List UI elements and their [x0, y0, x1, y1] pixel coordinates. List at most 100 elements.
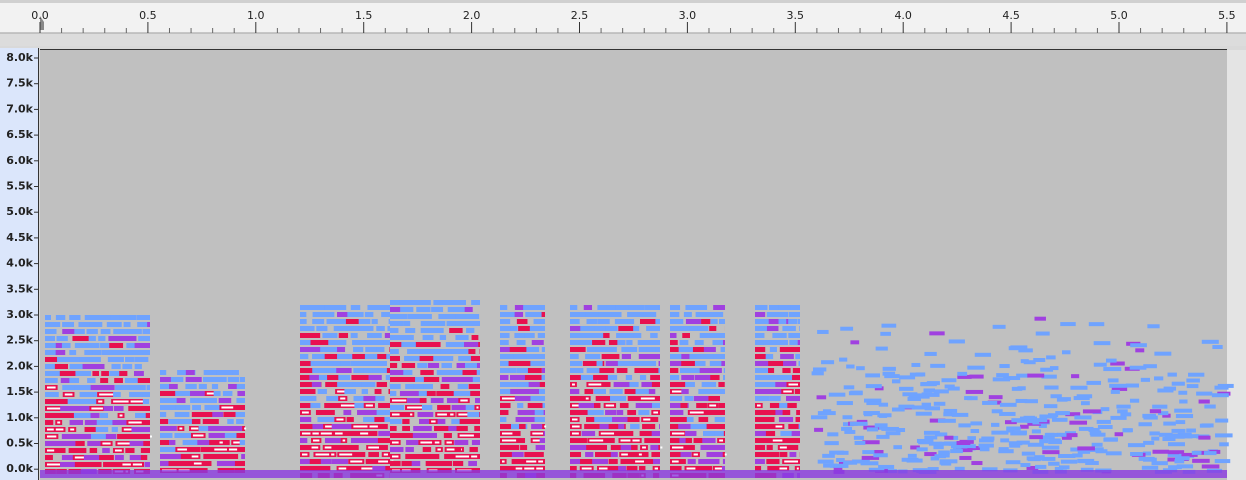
spectrum-blob: [311, 382, 322, 387]
noise-blob: [1044, 385, 1059, 390]
spectrum-blob: [570, 466, 577, 471]
spectrum-blob: [647, 368, 660, 373]
noise-blob: [1040, 435, 1055, 440]
spectrum-blob: [317, 417, 337, 422]
spectrum-blob: [185, 377, 202, 382]
spectrum-peak: [99, 393, 114, 396]
noise-blob: [874, 386, 884, 391]
spectrum-blob: [100, 329, 111, 334]
spectrum-blob: [300, 340, 315, 345]
spectrum-blob: [788, 333, 800, 338]
spectrum-peak: [420, 441, 433, 444]
spectrum-blob: [45, 371, 66, 376]
spectrum-blob: [218, 398, 232, 403]
spectrum-blob: [110, 350, 131, 355]
spectrum-blob: [650, 445, 660, 450]
spectrum-blob: [659, 424, 660, 429]
spectrum-blob: [326, 319, 344, 324]
spectrum-peak: [219, 441, 223, 444]
spectrum-peak: [410, 413, 413, 416]
noise-blob: [1041, 445, 1060, 450]
noise-blob: [860, 461, 879, 466]
spectrum-blob: [362, 361, 381, 366]
spectrum-peak: [572, 383, 575, 386]
spectrum-blob: [778, 305, 798, 310]
noise-blob: [907, 396, 921, 401]
spectrum-blob: [98, 336, 106, 341]
spectrum-blob: [300, 438, 308, 443]
noise-blob: [1123, 428, 1132, 433]
spectrum-blob: [160, 419, 169, 424]
spectrum-blob: [99, 315, 119, 320]
spectrum-peak: [221, 406, 234, 409]
spectrum-blob: [681, 375, 695, 380]
timeline-ruler[interactable]: [0, 0, 1246, 33]
noise-blob: [1040, 367, 1054, 372]
noise-blob: [1171, 381, 1185, 386]
spectrum-blob: [74, 343, 93, 348]
spectrum-peak: [709, 404, 717, 407]
noise-blob: [877, 413, 892, 418]
noise-blob: [1019, 416, 1038, 421]
spectrum-blob: [500, 312, 516, 317]
spectrum-blob: [570, 375, 588, 380]
spectrum-blob: [648, 389, 656, 394]
spectrum-blob: [62, 322, 75, 327]
spectrum-blob: [55, 343, 62, 348]
noise-blob: [885, 431, 901, 436]
spectrum-blob: [174, 433, 192, 438]
noise-blob: [899, 386, 914, 391]
noise-blob: [1061, 350, 1071, 355]
noise-blob: [1008, 441, 1023, 446]
spectrum-blob: [595, 452, 615, 457]
spectrum-blob: [755, 305, 768, 310]
noise-blob: [911, 405, 926, 410]
spectrum-blob: [227, 377, 240, 382]
spectrum-blob: [511, 459, 525, 464]
spectrum-peak: [431, 420, 436, 423]
spectrum-blob: [351, 375, 371, 380]
spectrum-blob: [402, 419, 410, 424]
spectrum-blob: [208, 426, 223, 431]
spectrum-blob: [399, 433, 419, 438]
spectrum-blob: [679, 340, 689, 345]
noise-blob: [828, 392, 846, 397]
spectrum-blob: [651, 431, 660, 436]
spectrum-blob: [570, 361, 583, 366]
spectrum-blob: [610, 445, 629, 450]
spectrum-peak: [360, 432, 374, 435]
spectrum-blob: [451, 349, 472, 354]
spectrum-blob: [401, 461, 417, 466]
noise-blob: [1060, 322, 1076, 327]
spectrum-blob: [798, 361, 800, 366]
spectrum-blob: [632, 361, 646, 366]
spectrum-blob: [540, 354, 545, 359]
spectrum-blob: [714, 431, 725, 436]
spectrum-blob: [107, 357, 124, 362]
noise-blob: [874, 423, 888, 428]
spectrum-blob: [686, 417, 694, 422]
noise-blob: [930, 456, 940, 461]
spectrum-blob: [513, 354, 527, 359]
spectrum-blob: [678, 347, 697, 352]
frequency-label: 3.5k: [6, 282, 33, 295]
spectrum-blob: [88, 336, 96, 341]
frequency-label: 0.5k: [6, 437, 33, 450]
noise-blob: [1110, 389, 1120, 394]
spectrum-blob: [713, 305, 725, 310]
spectrum-blob: [648, 354, 660, 359]
spectrum-blob: [168, 461, 179, 466]
spectrum-blob: [406, 335, 414, 340]
spectrum-blob: [789, 347, 800, 352]
noise-blob: [965, 444, 976, 449]
spectrum-blob: [454, 300, 467, 305]
spectrum-peak: [572, 418, 578, 421]
spectrum-blob: [354, 403, 369, 408]
spectrum-peak: [312, 432, 325, 435]
spectrum-blob: [455, 335, 469, 340]
spectrum-blob: [446, 356, 453, 361]
spectrum-blob: [476, 370, 480, 375]
noise-blob: [1034, 455, 1045, 460]
spectrum-blob: [617, 340, 626, 345]
spectrum-blob: [570, 333, 589, 338]
